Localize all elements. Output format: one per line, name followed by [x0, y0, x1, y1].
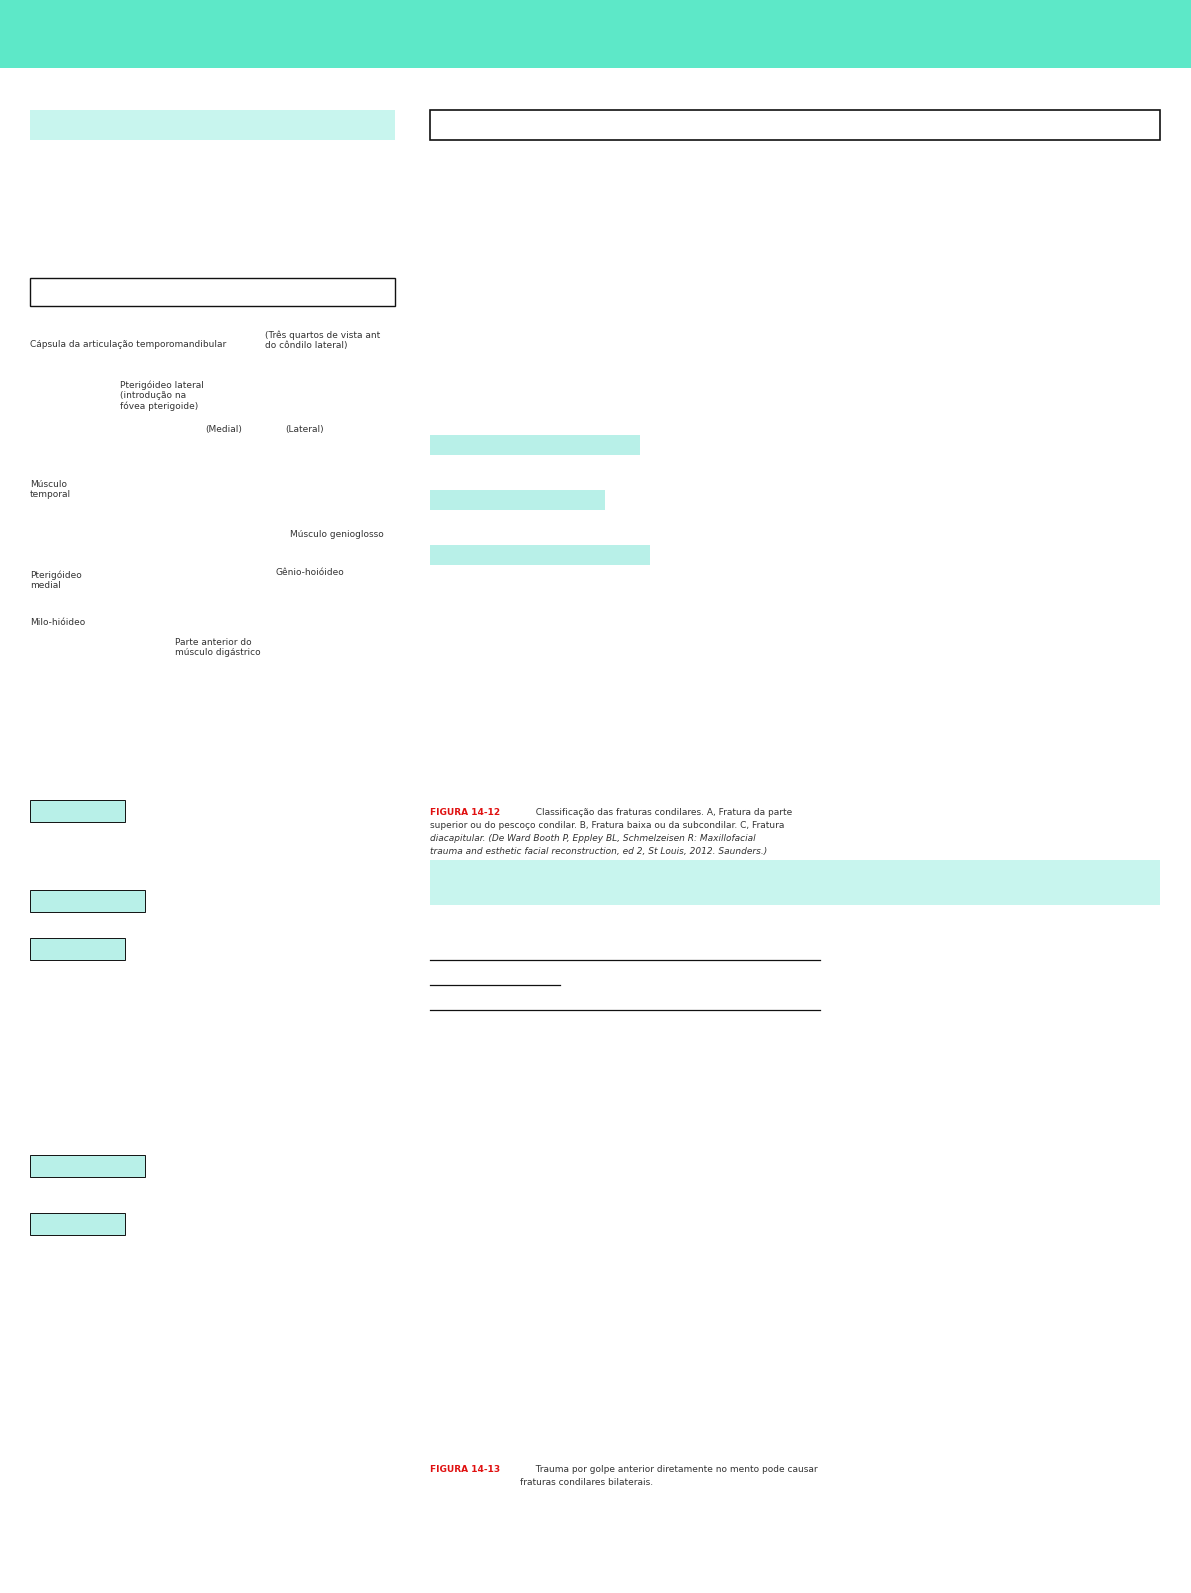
Bar [30, 890, 145, 913]
Text: Gênio-hoióideo: Gênio-hoióideo [275, 569, 344, 577]
Text: Classificação das fraturas condilares. A, Fratura da parte: Classificação das fraturas condilares. A… [530, 808, 792, 817]
Text: Pterigóideo lateral
(introdução na
fóvea pterigoide): Pterigóideo lateral (introdução na fóvea… [120, 381, 204, 411]
Bar [430, 110, 1160, 140]
Text: FIGURA 14-12: FIGURA 14-12 [430, 808, 500, 817]
Bar [430, 860, 1160, 905]
Text: Trauma por golpe anterior diretamente no mento pode causar: Trauma por golpe anterior diretamente no… [530, 1466, 818, 1474]
Text: FIGURA 14-13: FIGURA 14-13 [430, 1466, 500, 1474]
Bar [430, 545, 650, 566]
Bar [30, 1212, 125, 1235]
Text: trauma and esthetic facial reconstruction, ed 2, St Louis, 2012. Saunders.): trauma and esthetic facial reconstructio… [430, 847, 767, 855]
Bar [30, 279, 395, 306]
Bar [0, 0, 1191, 68]
Bar [30, 110, 395, 140]
Text: superior ou do pescoço condilar. B, Fratura baixa ou da subcondilar. C, Fratura: superior ou do pescoço condilar. B, Frat… [430, 820, 785, 830]
Text: Músculo genioglosso: Músculo genioglosso [289, 530, 384, 538]
Text: (Três quartos de vista ant
do côndilo lateral): (Três quartos de vista ant do côndilo la… [266, 330, 380, 350]
Bar [430, 491, 605, 510]
Text: Parte anterior do
músculo digástrico: Parte anterior do músculo digástrico [175, 639, 261, 658]
Text: Pterigóideo
medial: Pterigóideo medial [30, 570, 82, 589]
Text: fraturas condilares bilaterais.: fraturas condilares bilaterais. [520, 1478, 653, 1486]
Bar [30, 938, 125, 961]
Text: Cápsula da articulação temporomandibular: Cápsula da articulação temporomandibular [30, 339, 226, 349]
Bar [30, 800, 125, 822]
Bar [430, 435, 640, 456]
Bar [30, 1155, 145, 1177]
Text: (Lateral): (Lateral) [285, 425, 324, 433]
Text: Músculo
temporal: Músculo temporal [30, 479, 71, 499]
Text: (Medial): (Medial) [205, 425, 242, 433]
Text: diacapitular. (De Ward Booth P, Eppley BL, Schmelzeisen R: Maxillofacial: diacapitular. (De Ward Booth P, Eppley B… [430, 835, 755, 843]
Text: Milo-hióideo: Milo-hióideo [30, 618, 86, 628]
